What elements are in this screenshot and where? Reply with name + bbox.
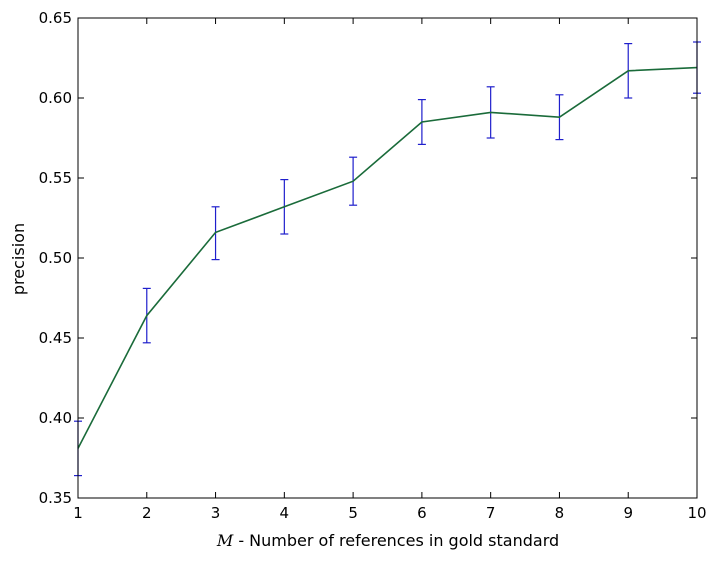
errorbars-layer bbox=[74, 42, 701, 476]
series-line bbox=[78, 68, 697, 449]
y-tick-label: 0.35 bbox=[39, 489, 72, 507]
x-tick-label: 8 bbox=[555, 504, 565, 522]
y-tick-label: 0.50 bbox=[39, 249, 72, 267]
x-tick-label: 4 bbox=[280, 504, 290, 522]
x-tick-label: 2 bbox=[142, 504, 152, 522]
x-tick-label: 10 bbox=[687, 504, 706, 522]
y-tick-label: 0.55 bbox=[39, 169, 72, 187]
y-tick-label: 0.65 bbox=[39, 9, 72, 27]
series-layer bbox=[78, 68, 697, 449]
y-tick-label: 0.45 bbox=[39, 329, 72, 347]
y-tick-label: 0.40 bbox=[39, 409, 72, 427]
x-tick-label: 9 bbox=[623, 504, 633, 522]
y-ticks-layer: 0.35 0.40 0.45 0.50 0.55 0.60 0.65 bbox=[39, 9, 697, 507]
x-tick-label: 1 bbox=[73, 504, 83, 522]
x-tick-label: 6 bbox=[417, 504, 427, 522]
x-tick-label: 5 bbox=[348, 504, 358, 522]
x-ticks-layer: 1 2 3 4 5 6 7 8 9 10 bbox=[73, 18, 706, 522]
x-axis-label: M - Number of references in gold standar… bbox=[216, 531, 559, 550]
y-tick-label: 0.60 bbox=[39, 89, 72, 107]
x-tick-label: 7 bbox=[486, 504, 496, 522]
plot-frame bbox=[78, 18, 697, 498]
x-axis-label-symbol: M bbox=[216, 531, 234, 550]
y-axis-label: precision bbox=[9, 223, 28, 295]
axes-layer bbox=[78, 18, 697, 498]
x-tick-label: 3 bbox=[211, 504, 221, 522]
x-axis-label-text: - Number of references in gold standard bbox=[233, 531, 559, 550]
